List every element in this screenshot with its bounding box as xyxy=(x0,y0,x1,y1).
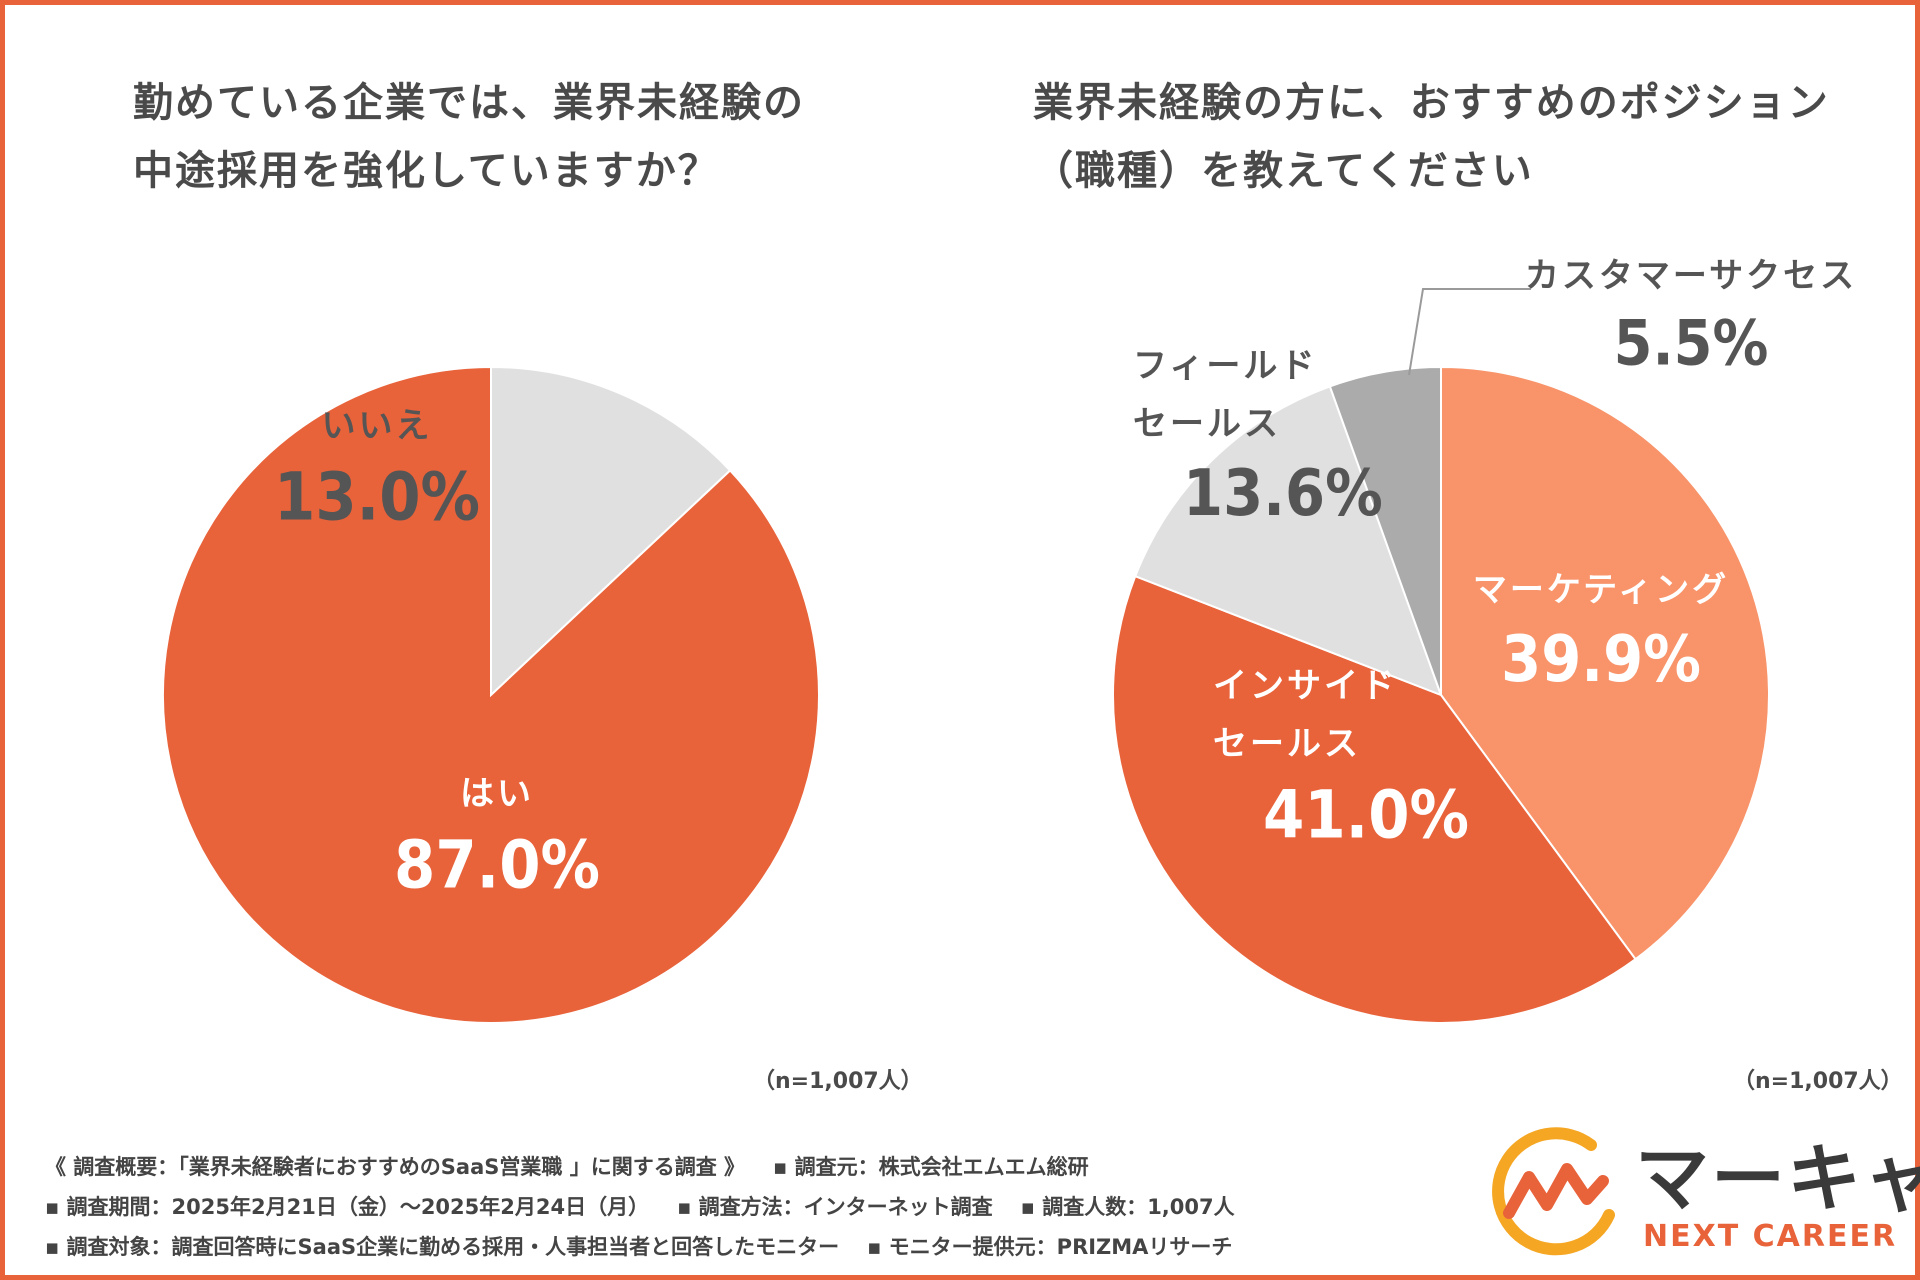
slice-label: はい xyxy=(460,774,534,814)
pie-slice xyxy=(1440,365,1770,961)
pie-slice xyxy=(1328,365,1442,696)
right-title-line-1: 業界未経験の方に、おすすめのポジション xyxy=(1033,80,1830,126)
slice-value-label: 41.0% xyxy=(1263,777,1469,854)
slice-label: マーケティング xyxy=(1473,570,1729,610)
right-title-line-2: （職種）を教えてください xyxy=(1033,148,1534,194)
pie-slice xyxy=(490,365,732,698)
survey-summary-row: 《 調査概要：「業界未経験者におすすめのSaaS営業職 」に関する調査 》 ▪ 調… xyxy=(45,1147,1235,1187)
pie-slice xyxy=(1111,574,1637,1024)
logo-tagline: NEXT CAREER xyxy=(1643,1219,1898,1254)
logo-mark-icon xyxy=(1492,1127,1615,1256)
survey-summary-row: ▪ 調査期間：2025年2月21日（金）〜2025年2月24日（月） ▪ 調査方法… xyxy=(45,1187,1235,1227)
survey-count: ▪ 調査人数：1,007人 xyxy=(1020,1195,1235,1219)
left-pie-chart: いいえ 13.0% はい 87.0% xyxy=(162,365,820,1024)
pie-slice xyxy=(1133,385,1443,697)
right-sample-size-note: （n=1,007人） xyxy=(1733,1069,1903,1094)
left-sample-size-note: （n=1,007人） xyxy=(753,1069,923,1094)
survey-source: ▪ 調査元：株式会社エムエム総研 xyxy=(773,1155,1089,1179)
slice-value-label: 13.0% xyxy=(274,459,480,536)
survey-target: ▪ 調査対象：調査回答時にSaaS企業に勤める採用・人事担当者と回答したモニター xyxy=(45,1235,840,1259)
survey-method: ▪ 調査方法：インターネット調査 xyxy=(677,1195,993,1219)
slice-label: カスタマーサクセス xyxy=(1525,256,1857,296)
logo-name: マーキャリ xyxy=(1635,1136,1920,1222)
right-pie-chart: マーケティング39.9%インサイドセールス41.0%フィールドセールス13.6%… xyxy=(1111,256,1857,1024)
brand-logo: マーキャリ NEXT CAREER xyxy=(1473,1115,1920,1265)
survey-provider: ▪ モニター提供元：PRIZMAリサーチ xyxy=(867,1235,1233,1259)
right-chart-title: 業界未経験の方に、おすすめのポジション （職種）を教えてください xyxy=(1033,69,1830,205)
slice-value-label: 5.5% xyxy=(1614,307,1769,380)
left-title-line-1: 勤めている企業では、業界未経験の xyxy=(133,80,805,126)
slice-label: セールス xyxy=(1133,404,1281,444)
slice-label: フィールド xyxy=(1133,346,1317,386)
slice-label: インサイド xyxy=(1213,666,1398,706)
leader-line xyxy=(1408,288,1531,376)
slice-label: いいえ xyxy=(322,406,433,446)
slice-label: セールス xyxy=(1213,724,1361,764)
survey-title: 《 調査概要：「業界未経験者におすすめのSaaS営業職 」に関する調査 》 xyxy=(45,1155,746,1179)
survey-summary-row: ▪ 調査対象：調査回答時にSaaS企業に勤める採用・人事担当者と回答したモニター… xyxy=(45,1227,1235,1267)
pie-slice xyxy=(162,365,820,1024)
slice-value-label: 87.0% xyxy=(394,827,600,904)
survey-summary: 《 調査概要：「業界未経験者におすすめのSaaS営業職 」に関する調査 》 ▪ 調… xyxy=(45,1147,1235,1267)
survey-period: ▪ 調査期間：2025年2月21日（金）〜2025年2月24日（月） xyxy=(45,1195,650,1219)
left-chart-title: 勤めている企業では、業界未経験の 中途採用を強化していますか？ xyxy=(133,69,805,205)
left-title-line-2: 中途採用を強化していますか？ xyxy=(133,148,720,194)
slice-value-label: 13.6% xyxy=(1183,457,1383,531)
slice-value-label: 39.9% xyxy=(1501,623,1701,697)
